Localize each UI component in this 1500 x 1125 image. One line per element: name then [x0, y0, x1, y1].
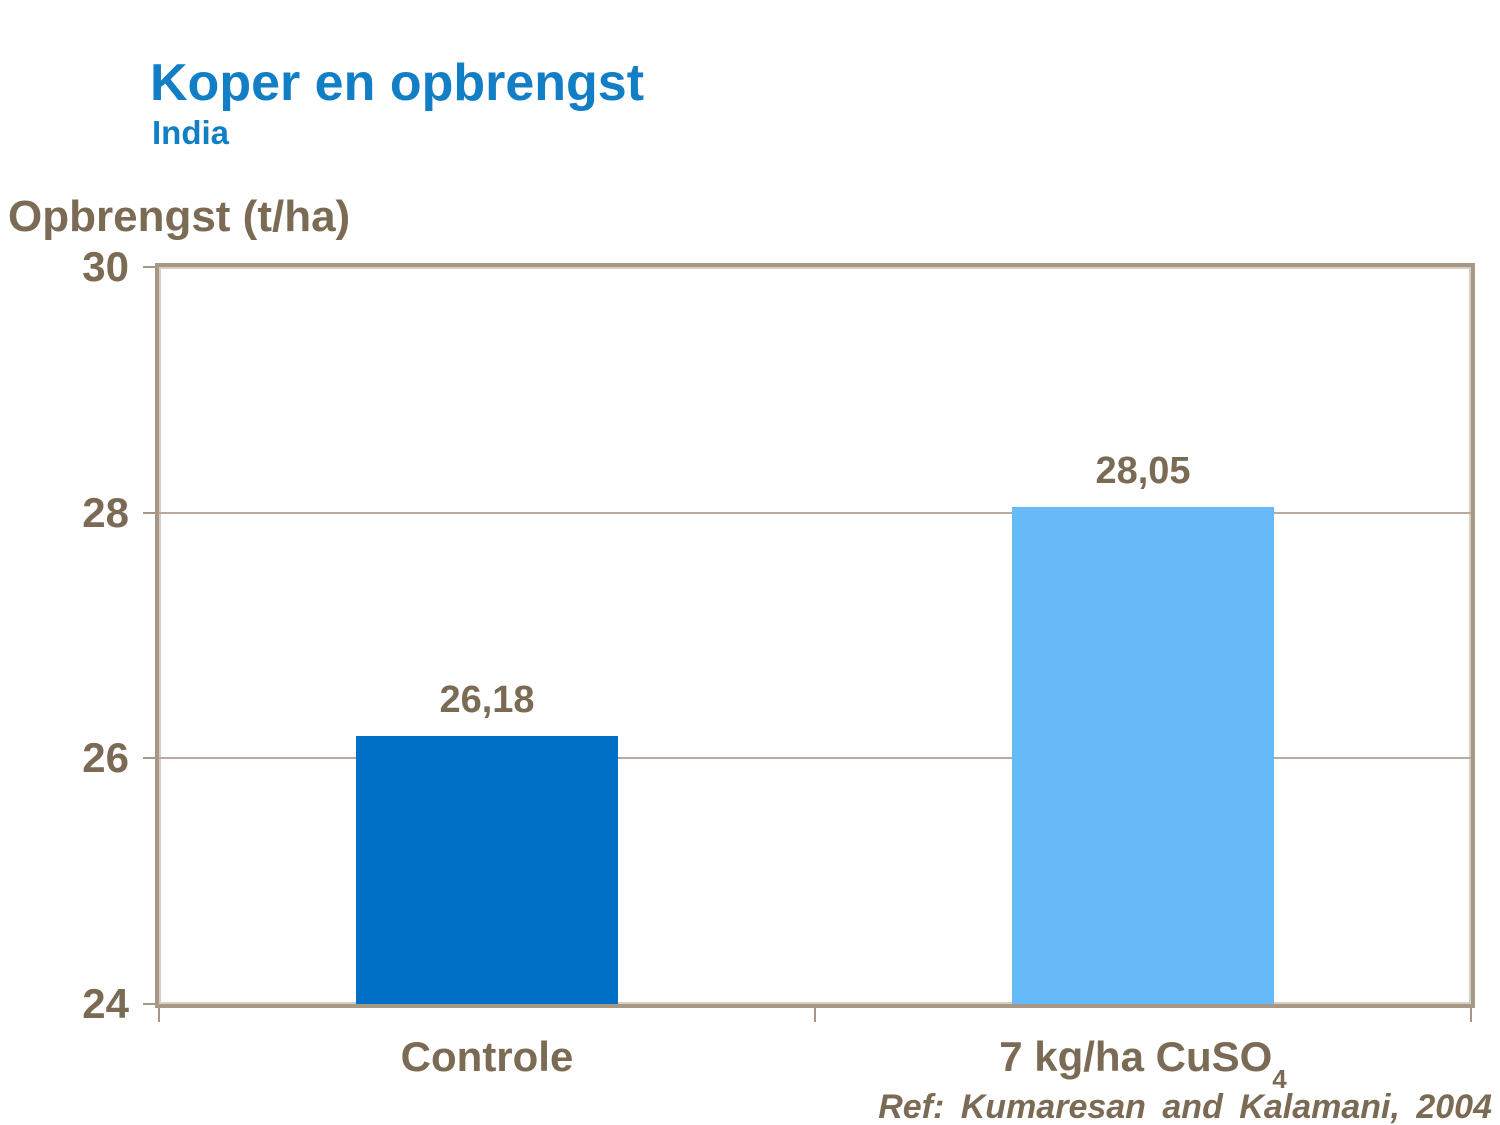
category-label-controle: Controle — [177, 1032, 797, 1096]
y-axis-tick-26 — [143, 757, 159, 760]
y-tick-label-28: 28 — [82, 488, 129, 536]
y-tick-label-26: 26 — [82, 734, 129, 782]
category-label-cuso4: 7 kg/ha CuSO4 — [833, 1032, 1453, 1096]
y-axis-tick-30 — [143, 266, 159, 268]
reference-note: Ref: Kumaresan and Kalamani, 2004 — [878, 1088, 1492, 1125]
y-tick-label-24: 24 — [82, 980, 129, 1027]
category-label-text: 7 kg/ha CuSO — [999, 1033, 1273, 1080]
y-axis-tick-28 — [143, 511, 159, 514]
y-axis-tick-24 — [143, 1003, 159, 1005]
gridline-28 — [159, 511, 1471, 514]
bar-value-label-cuso4: 28,05 — [1095, 449, 1191, 492]
x-axis-tick-middle — [814, 1004, 816, 1022]
y-tick-label-30: 30 — [82, 243, 129, 290]
bar-cuso4 — [1011, 506, 1275, 1004]
x-axis-tick-left — [158, 1004, 160, 1022]
x-axis-tick-right — [1470, 1004, 1472, 1022]
category-label-subscript: 4 — [1272, 1063, 1287, 1094]
y-axis-title: Opbrengst (t/ha) — [8, 192, 351, 241]
page-title: Koper en opbrengst — [150, 54, 645, 112]
plot-area — [155, 263, 1475, 1008]
gridline-26 — [159, 757, 1471, 760]
bar-value-label-controle: 26,18 — [439, 679, 535, 722]
page-subtitle: India — [152, 114, 230, 151]
bar-controle — [355, 736, 619, 1004]
category-label-text: Controle — [400, 1033, 574, 1080]
